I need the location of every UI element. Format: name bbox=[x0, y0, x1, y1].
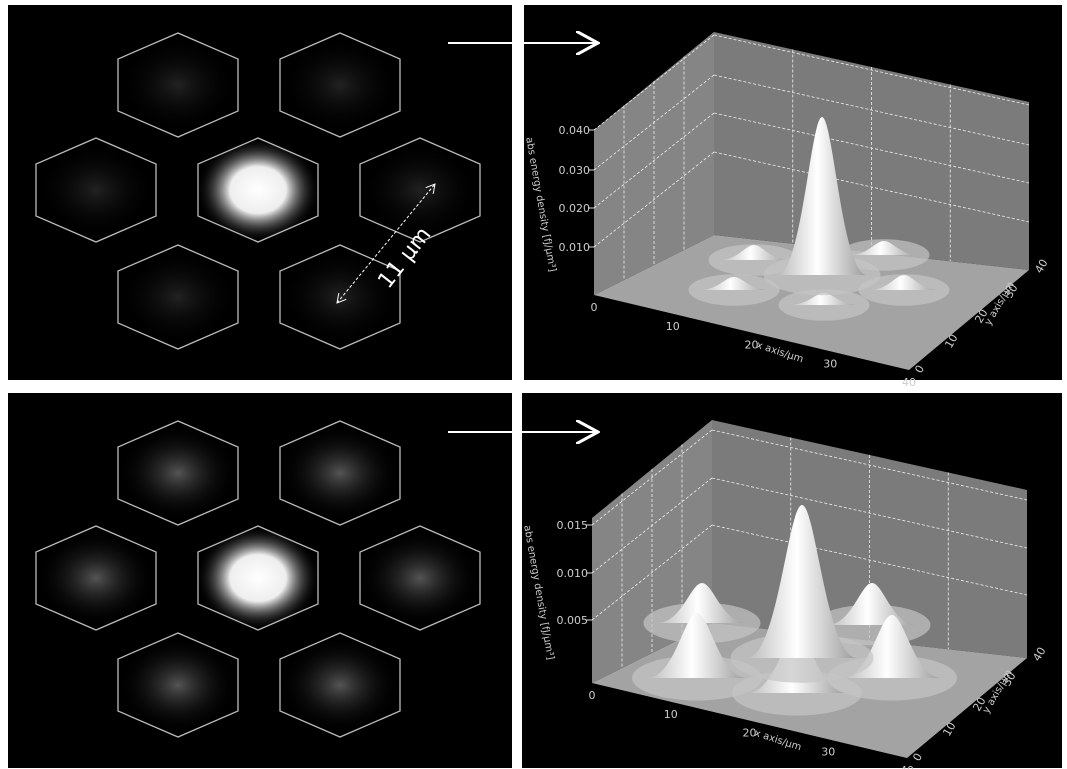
z-tick-label: 0.005 bbox=[557, 614, 589, 627]
x-tick-label: 30 bbox=[821, 745, 835, 758]
x-tick-label: 20 bbox=[743, 727, 757, 740]
surface-peak bbox=[647, 613, 747, 678]
y-tick-label: 20 bbox=[970, 695, 988, 714]
grid-line bbox=[591, 429, 713, 526]
z-tick-label: 0.040 bbox=[559, 124, 591, 137]
z-tick-label: 0.020 bbox=[559, 202, 591, 215]
y-tick-label: 30 bbox=[1002, 282, 1020, 301]
mode-glow bbox=[36, 530, 156, 626]
z-tick-label: 0.010 bbox=[559, 241, 591, 254]
core-outline bbox=[117, 420, 239, 526]
y-tick-label: 10 bbox=[942, 332, 960, 351]
surface-peak bbox=[789, 293, 859, 305]
mode-glow bbox=[118, 249, 238, 345]
core-outline bbox=[35, 525, 157, 631]
core-outline bbox=[117, 244, 239, 350]
x-tick-label: 40 bbox=[900, 764, 914, 769]
grid-line bbox=[711, 477, 1028, 549]
y-tick-label: 10 bbox=[940, 720, 958, 739]
y-tick-label: 40 bbox=[1030, 645, 1048, 664]
mode-glow bbox=[118, 425, 238, 521]
z-tick-label: 0.030 bbox=[559, 164, 591, 177]
mode-glow bbox=[280, 425, 400, 521]
core-outline bbox=[35, 137, 157, 243]
mode-glow bbox=[118, 37, 238, 133]
core-outline bbox=[279, 32, 401, 138]
surface-peak bbox=[827, 583, 917, 625]
surface-peak bbox=[869, 275, 939, 290]
scale-arrow bbox=[337, 184, 435, 303]
surface-peak bbox=[777, 117, 867, 275]
surface-peak bbox=[699, 277, 769, 290]
mode-glow bbox=[280, 37, 400, 133]
x-tick-label: 0 bbox=[591, 301, 598, 314]
surface-peak bbox=[719, 245, 789, 260]
x-tick-label: 10 bbox=[666, 320, 680, 333]
x-tick-label: 0 bbox=[589, 689, 596, 702]
surface-peak bbox=[747, 505, 857, 658]
mode-glow bbox=[196, 138, 320, 242]
surface-peak bbox=[849, 241, 919, 255]
grid-line bbox=[713, 74, 1030, 146]
grid-line bbox=[593, 151, 715, 248]
y-tick-label: 40 bbox=[1032, 257, 1050, 276]
x-tick-label: 40 bbox=[902, 376, 916, 389]
mode-glow bbox=[360, 530, 480, 626]
mode-glow bbox=[280, 637, 400, 733]
grid-line bbox=[713, 34, 1030, 106]
core-outline bbox=[117, 632, 239, 738]
mode-glow bbox=[118, 637, 238, 733]
x-tick-label: 10 bbox=[664, 708, 678, 721]
core-outline bbox=[197, 137, 319, 243]
z-tick-label: 0.015 bbox=[557, 519, 589, 532]
z-tick-label: 0.010 bbox=[557, 567, 589, 580]
y-tick-label: 30 bbox=[1000, 670, 1018, 689]
mode-glow bbox=[36, 142, 156, 238]
core-outline bbox=[117, 32, 239, 138]
core-outline bbox=[279, 632, 401, 738]
surface-peak bbox=[657, 583, 747, 623]
core-outline bbox=[279, 420, 401, 526]
grid-line bbox=[591, 477, 713, 574]
grid-line bbox=[593, 74, 715, 171]
grid-line bbox=[713, 112, 1030, 184]
core-outline bbox=[197, 525, 319, 631]
y-tick-label: 20 bbox=[972, 307, 990, 326]
grid-line bbox=[593, 112, 715, 209]
core-outline bbox=[359, 525, 481, 631]
x-tick-label: 30 bbox=[823, 357, 837, 370]
grid-line bbox=[591, 524, 713, 621]
grid-line bbox=[593, 34, 715, 131]
grid-line bbox=[711, 429, 1028, 501]
grid-line bbox=[711, 524, 1028, 596]
x-tick-label: 20 bbox=[745, 339, 759, 352]
mode-glow bbox=[196, 526, 320, 630]
heatmap-bottom-content bbox=[35, 420, 481, 738]
grid-line bbox=[713, 151, 1030, 223]
